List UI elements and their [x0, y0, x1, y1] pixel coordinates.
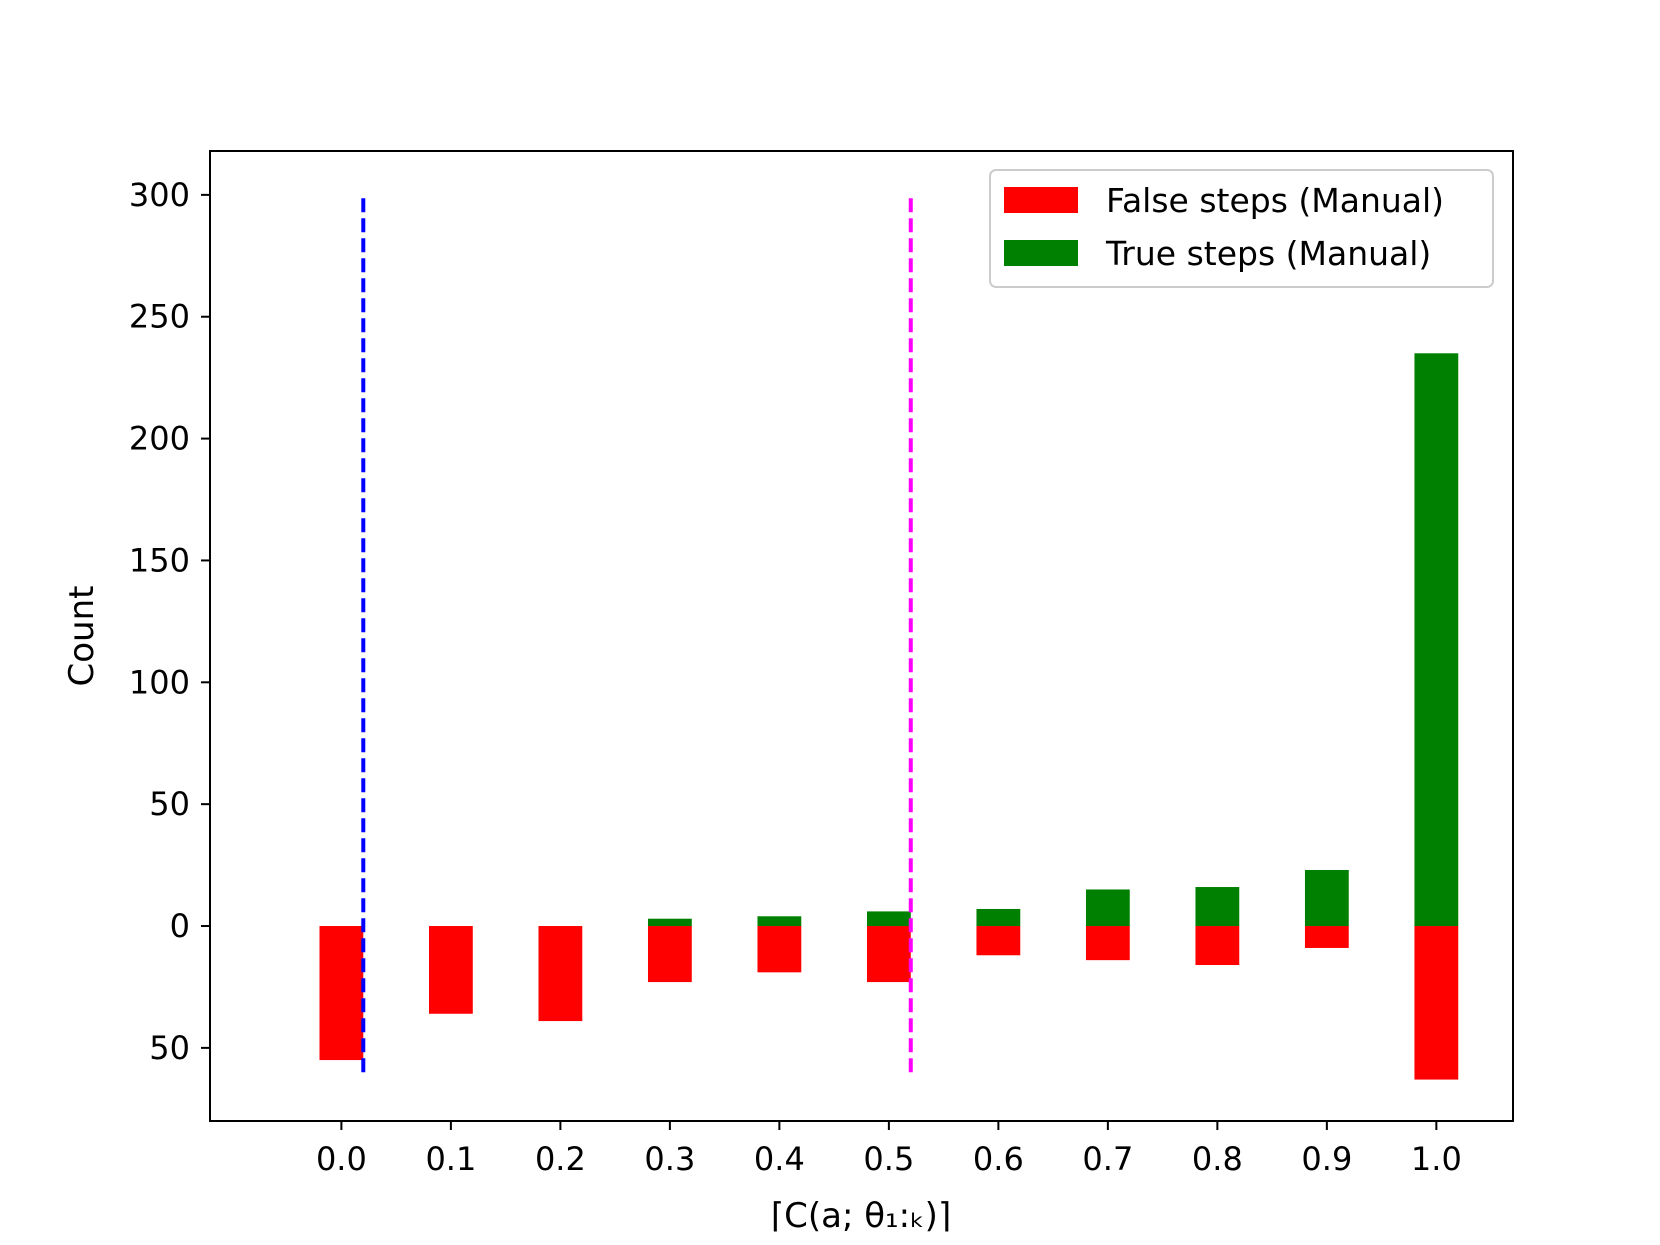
legend-swatch-false-steps: [1004, 187, 1078, 213]
false-steps-bar-0.9: [1304, 926, 1349, 948]
x-tick-label: 0.1: [425, 1140, 476, 1178]
y-tick-label: 300: [129, 176, 190, 214]
true-steps-bar-0.7: [1085, 889, 1130, 927]
threshold-lines: [361, 194, 913, 1073]
legend-label-false-steps: False steps (Manual): [1106, 181, 1444, 220]
y-tick-label: 200: [129, 420, 190, 458]
false-steps-bar-0.1: [428, 926, 473, 1014]
y-axis-label: Count: [62, 586, 102, 687]
y-tick-label: 100: [129, 663, 190, 701]
true-steps-bar-0.4: [757, 916, 802, 927]
x-tick-label: 0.8: [1192, 1140, 1243, 1178]
false-steps-bar-0.8: [1195, 926, 1240, 966]
y-tick-label: 50: [149, 785, 190, 823]
legend-swatch-true-steps: [1004, 240, 1078, 266]
y-tick-label: 0: [170, 907, 190, 945]
y-axis-ticks: 300 250 200 150 100 50 0 50: [129, 176, 210, 1067]
true-steps-bar-1.0: [1414, 353, 1459, 927]
legend-box: [989, 169, 1494, 288]
x-tick-label: 0.9: [1301, 1140, 1352, 1178]
x-axis-label: ⌈C(a; θ₁:ₖ)⌉: [771, 1196, 951, 1236]
false-steps-bar-0.5: [866, 926, 911, 983]
x-tick-label: 0.3: [644, 1140, 695, 1178]
x-tick-label: 0.2: [535, 1140, 586, 1178]
x-tick-label: 1.0: [1411, 1140, 1462, 1178]
x-axis-ticks: 0.0 0.1 0.2 0.3 0.4 0.5 0.6 0.7 0.8 0.9 1.0: [316, 1121, 1462, 1178]
false-steps-bar-0.2: [538, 926, 583, 1022]
x-tick-label: 0.5: [863, 1140, 914, 1178]
false-steps-bar-0.6: [976, 926, 1021, 956]
axes-frame: [209, 150, 1514, 1122]
false-steps-bar-0.4: [757, 926, 802, 973]
y-tick-label: 250: [129, 298, 190, 336]
x-tick-label: 0.6: [973, 1140, 1024, 1178]
legend: False steps (Manual) True steps (Manual): [989, 169, 1494, 288]
x-tick-label: 0.0: [316, 1140, 367, 1178]
x-tick-label: 0.4: [754, 1140, 805, 1178]
true-steps-bars: [647, 353, 1459, 927]
false-steps-bar-1.0: [1414, 926, 1459, 1080]
false-steps-bar-0.7: [1085, 926, 1130, 961]
true-steps-bar-0.9: [1304, 869, 1349, 927]
legend-label-true-steps: True steps (Manual): [1105, 234, 1431, 273]
true-steps-bar-0.3: [647, 918, 692, 927]
y-tick-label: 150: [129, 541, 190, 579]
false-steps-bar-0.3: [647, 926, 692, 983]
x-tick-label: 0.7: [1082, 1140, 1133, 1178]
true-steps-bar-0.6: [976, 908, 1021, 927]
y-tick-label: 50: [149, 1029, 190, 1067]
false-steps-bar-0.0: [319, 926, 364, 1061]
true-steps-bar-0.5: [866, 911, 911, 927]
false-steps-bars: [319, 926, 1459, 1080]
true-steps-bar-0.8: [1195, 887, 1240, 927]
